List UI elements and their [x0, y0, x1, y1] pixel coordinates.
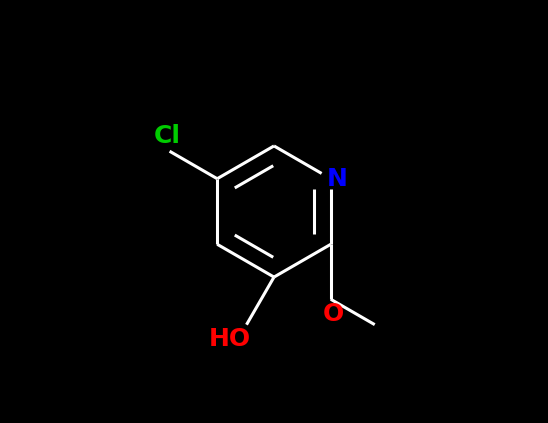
- Text: Cl: Cl: [154, 124, 181, 148]
- Text: HO: HO: [209, 327, 250, 352]
- Text: N: N: [327, 167, 347, 191]
- Text: O: O: [322, 302, 344, 326]
